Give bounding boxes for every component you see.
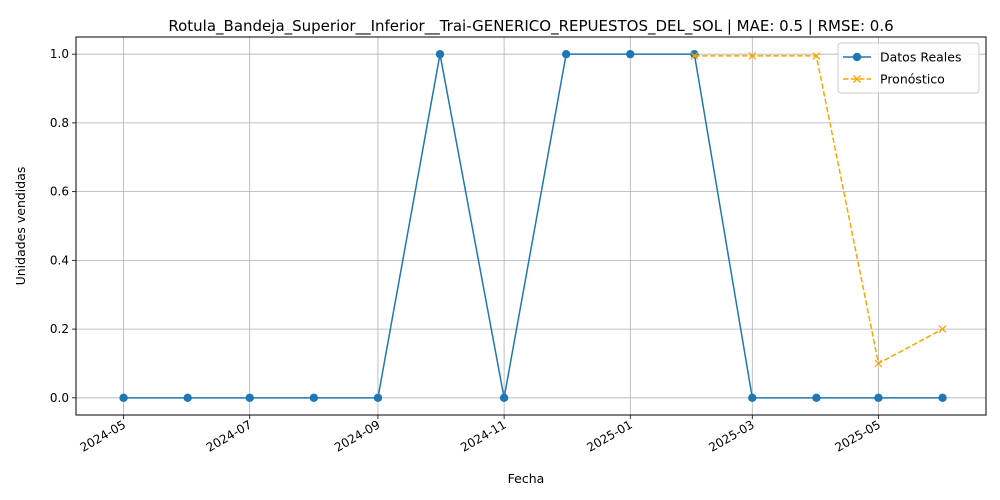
data-point: [938, 325, 947, 334]
x-axis-label: Fecha: [508, 471, 545, 486]
y-tick-label: 0.8: [50, 116, 69, 130]
y-tick-label: 0.0: [50, 391, 69, 405]
marker-stroke: [853, 75, 861, 83]
data-point: [874, 393, 883, 403]
data-point: [561, 49, 571, 59]
data-point: [183, 393, 192, 403]
data-point: [690, 51, 699, 60]
data-point: [812, 393, 821, 403]
data-point: [812, 51, 821, 60]
x-tick-label: 2025-03: [706, 417, 756, 454]
data-point: [435, 49, 445, 59]
data-point: [874, 359, 883, 368]
marker-stroke: [690, 51, 699, 60]
x-tick-label: 2024-09: [332, 417, 382, 454]
y-tick-label: 0.6: [50, 185, 69, 199]
x-tick-label: 2024-11: [458, 417, 508, 454]
marker-stroke: [938, 325, 947, 334]
legend-label: Datos Reales: [880, 50, 961, 65]
marker-stroke: [748, 51, 757, 60]
data-point: [373, 393, 383, 403]
legend: Datos Reales Pronóstico: [837, 42, 980, 94]
y-tick-label: 1.0: [50, 47, 69, 61]
x-tick-label: 2024-05: [78, 417, 128, 454]
y-tick-label: 0.2: [50, 322, 69, 336]
data-point: [626, 49, 635, 59]
plot-area: [119, 49, 947, 403]
legend-marker: [852, 52, 862, 62]
data-point: [748, 393, 757, 403]
data-point: [938, 393, 947, 403]
chart-title: Rotula_Bandeja_Superior__Inferior__Trai-…: [168, 17, 893, 36]
series-line: [694, 55, 943, 365]
legend-label: Pronóstico: [880, 72, 945, 87]
axes-frame: [75, 36, 987, 416]
x-tick-label: 2024-07: [204, 417, 254, 454]
y-axis-label: Unidades vendidas: [13, 167, 28, 286]
data-point: [119, 393, 128, 403]
data-point: [245, 393, 254, 403]
grid: [76, 37, 986, 415]
data-point: [690, 49, 699, 59]
legend-frame: [837, 42, 980, 94]
data-point: [309, 393, 319, 403]
marker-stroke: [812, 51, 821, 60]
axis-ticks: 2024-05 2024-07 2024-09 2024-11 2025-01 2025-…: [50, 47, 883, 454]
marker-stroke: [874, 359, 883, 368]
data-point: [499, 393, 509, 403]
y-tick-label: 0.4: [50, 253, 69, 267]
series-line: [123, 53, 943, 399]
x-tick-label: 2025-01: [584, 417, 634, 454]
legend-marker: [853, 75, 861, 83]
data-point: [748, 51, 757, 60]
x-tick-label: 2025-05: [833, 417, 883, 454]
